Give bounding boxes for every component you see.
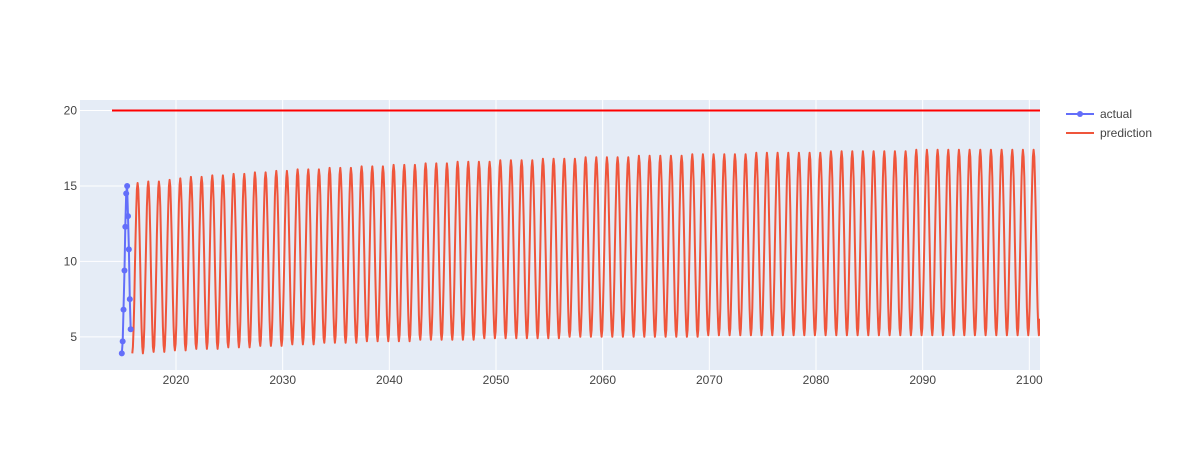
y-tick-label: 10 <box>64 254 78 268</box>
x-axis: 2020 2030 2040 2050 2060 2070 2080 2090 2100 <box>163 373 1043 387</box>
legend-label-prediction: prediction <box>1100 126 1152 140</box>
legend-item-actual[interactable]: actual <box>1066 107 1132 121</box>
actual-point <box>120 306 127 313</box>
y-axis: 5 10 15 20 <box>64 104 78 344</box>
x-tick-label: 2040 <box>376 373 403 387</box>
x-tick-label: 2100 <box>1016 373 1043 387</box>
actual-point <box>125 246 132 253</box>
actual-point <box>122 223 129 230</box>
prediction-line <box>131 148 1040 355</box>
legend-item-prediction[interactable]: prediction <box>1066 126 1152 140</box>
legend[interactable]: actual prediction <box>1066 107 1152 140</box>
legend-marker-actual <box>1077 111 1083 117</box>
actual-point <box>126 296 133 303</box>
y-tick-label: 20 <box>64 104 78 118</box>
legend-label-actual: actual <box>1100 107 1132 121</box>
x-tick-label: 2060 <box>589 373 616 387</box>
x-tick-label: 2030 <box>269 373 296 387</box>
x-tick-label: 2050 <box>483 373 510 387</box>
actual-point <box>123 190 130 197</box>
actual-point <box>121 267 128 274</box>
actual-point <box>127 326 134 333</box>
x-tick-label: 2070 <box>696 373 723 387</box>
x-tick-label: 2080 <box>803 373 830 387</box>
x-tick-label: 2090 <box>909 373 936 387</box>
y-tick-label: 5 <box>70 330 77 344</box>
actual-point <box>125 213 131 220</box>
actual-point <box>118 350 125 357</box>
x-tick-label: 2020 <box>163 373 190 387</box>
plot-area <box>112 109 1040 357</box>
actual-point <box>124 182 131 189</box>
actual-point <box>119 338 126 345</box>
y-tick-label: 15 <box>64 179 78 193</box>
